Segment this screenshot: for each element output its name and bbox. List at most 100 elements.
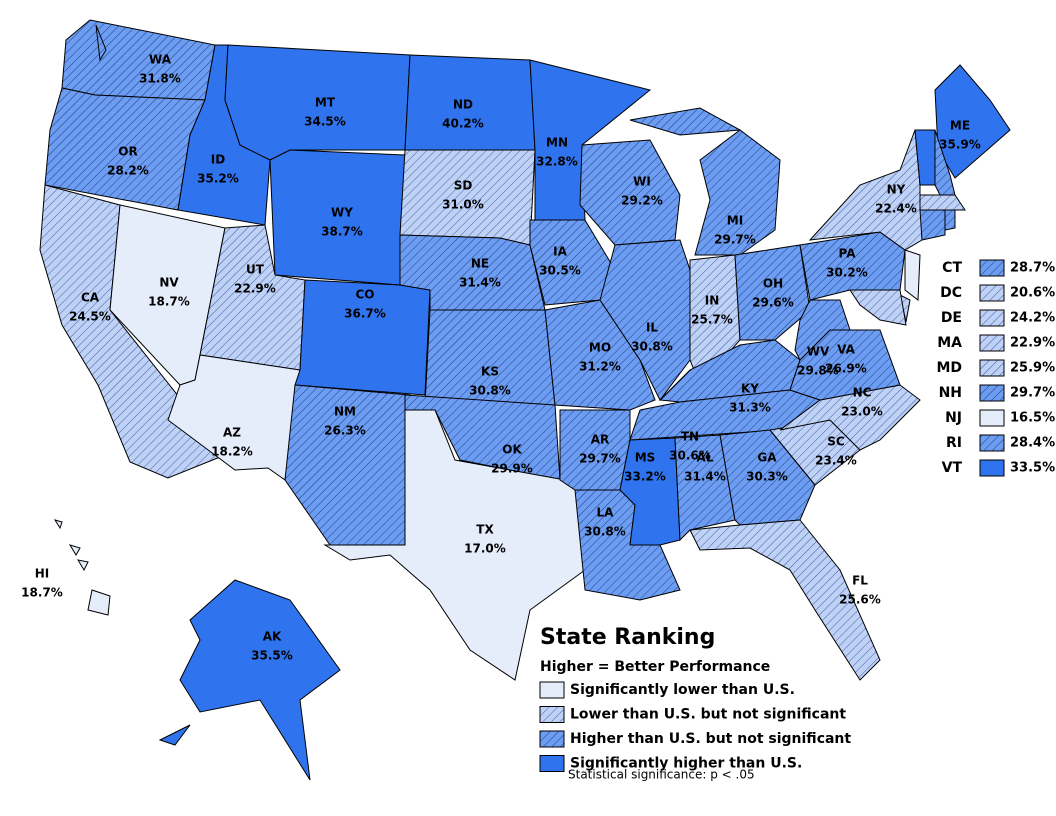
legend-swatch [539, 755, 565, 772]
state-value: 31.2% [579, 360, 621, 374]
legend-swatch [539, 730, 565, 748]
state-value: 18.2% [211, 445, 253, 459]
state-abbr: NC [853, 386, 872, 400]
state-shape [914, 129, 936, 186]
inset-value: 16.5% [1010, 411, 1055, 426]
state-value: 33.2% [624, 470, 666, 484]
state-abbr: CO [355, 288, 374, 302]
state-abbr: CA [81, 291, 100, 305]
inset-abbr: DC [940, 285, 962, 301]
legend-item: Significantly lower than U.S. [570, 682, 795, 698]
legend-item: Significantly higher than U.S. [570, 756, 802, 772]
state-value: 26.9% [825, 362, 867, 376]
state-abbr: MS [635, 451, 656, 465]
state-abbr: OH [763, 277, 783, 291]
inset-value: 25.9% [1010, 361, 1055, 376]
inset-abbr: VT [942, 460, 963, 476]
inset-swatch [979, 459, 1005, 477]
legend: State Ranking Higher = Better Performanc… [539, 625, 851, 782]
state-shape [849, 289, 907, 326]
state-value: 35.9% [939, 138, 981, 152]
state-shape [689, 519, 881, 681]
legend-item: Lower than U.S. but not significant [570, 707, 846, 723]
legend-swatch [539, 681, 565, 699]
state-abbr: WV [807, 345, 830, 359]
state-abbr: IN [705, 294, 720, 308]
state-abbr: NY [887, 183, 906, 197]
state-abbr: ID [211, 153, 225, 167]
state-abbr: SC [827, 435, 845, 449]
state-value: 29.2% [621, 194, 663, 208]
state-abbr: ME [950, 119, 970, 133]
state-value: 36.7% [344, 307, 386, 321]
inset-abbr: RI [946, 435, 962, 451]
state-abbr: HI [35, 567, 50, 581]
state-abbr: ND [453, 98, 473, 112]
state-abbr: UT [246, 263, 265, 277]
state-abbr: OK [502, 443, 522, 457]
state-abbr: WY [331, 206, 353, 220]
state-value: 25.7% [691, 313, 733, 327]
state-value: 38.7% [321, 225, 363, 239]
state-shape [158, 724, 191, 746]
state-abbr: MN [546, 136, 568, 150]
state-abbr: WI [633, 175, 651, 189]
legend-swatch [539, 706, 565, 723]
state-shape [904, 249, 921, 301]
state-abbr: KY [741, 382, 759, 396]
state-abbr: AZ [223, 426, 241, 440]
state-abbr: MT [315, 96, 336, 110]
state-abbr: IL [646, 321, 658, 335]
state-abbr: AL [697, 451, 714, 465]
inset-swatch [979, 259, 1005, 277]
state-abbr: VA [837, 343, 855, 357]
state-value: 30.5% [539, 264, 581, 278]
state-value: 30.3% [746, 470, 788, 484]
inset-swatch [979, 409, 1005, 427]
state-shape [179, 579, 341, 781]
state-abbr: TN [681, 430, 699, 444]
state-abbr: TX [476, 523, 494, 537]
state-value: 34.5% [304, 115, 346, 129]
state-value: 25.6% [839, 593, 881, 607]
state-value: 29.9% [491, 462, 533, 476]
inset-abbr: NJ [945, 410, 962, 426]
state-value: 30.2% [826, 266, 868, 280]
state-abbr: PA [839, 247, 857, 261]
state-value: 31.0% [442, 198, 484, 212]
state-value: 35.2% [197, 172, 239, 186]
state-shape [323, 409, 591, 681]
state-shape [734, 244, 811, 341]
state-value: 29.7% [714, 233, 756, 247]
state-value: 30.8% [631, 340, 673, 354]
state-value: 17.0% [464, 542, 506, 556]
state-shape [919, 194, 966, 211]
inset-swatch [979, 384, 1005, 402]
state-abbr: LA [597, 506, 615, 520]
state-value: 40.2% [442, 117, 484, 131]
state-shape [559, 409, 631, 491]
state-value: 28.2% [107, 164, 149, 178]
state-value: 29.6% [752, 296, 794, 310]
state-value: 30.6% [669, 449, 711, 463]
inset-abbr: MA [937, 335, 962, 351]
inset-abbr: DE [941, 310, 962, 326]
state-value: 29.8% [797, 364, 839, 378]
state-value: 32.8% [536, 155, 578, 169]
state-abbr: MI [727, 214, 743, 228]
state-abbr: MO [589, 341, 611, 355]
state-shape [808, 129, 923, 251]
state-abbr: SD [454, 179, 473, 193]
state-value: 23.0% [841, 405, 883, 419]
state-shape [53, 519, 63, 530]
state-abbr: AR [591, 433, 610, 447]
state-shape [674, 434, 736, 542]
inset-value: 33.5% [1010, 461, 1055, 476]
state-value: 30.8% [584, 525, 626, 539]
inset-swatch [979, 359, 1005, 377]
legend-note: Statistical significance: p < .05 [568, 768, 755, 782]
state-abbr: NE [471, 257, 489, 271]
state-value: 24.5% [69, 310, 111, 324]
state-value: 22.4% [875, 202, 917, 216]
inset-abbr: CT [942, 260, 962, 276]
